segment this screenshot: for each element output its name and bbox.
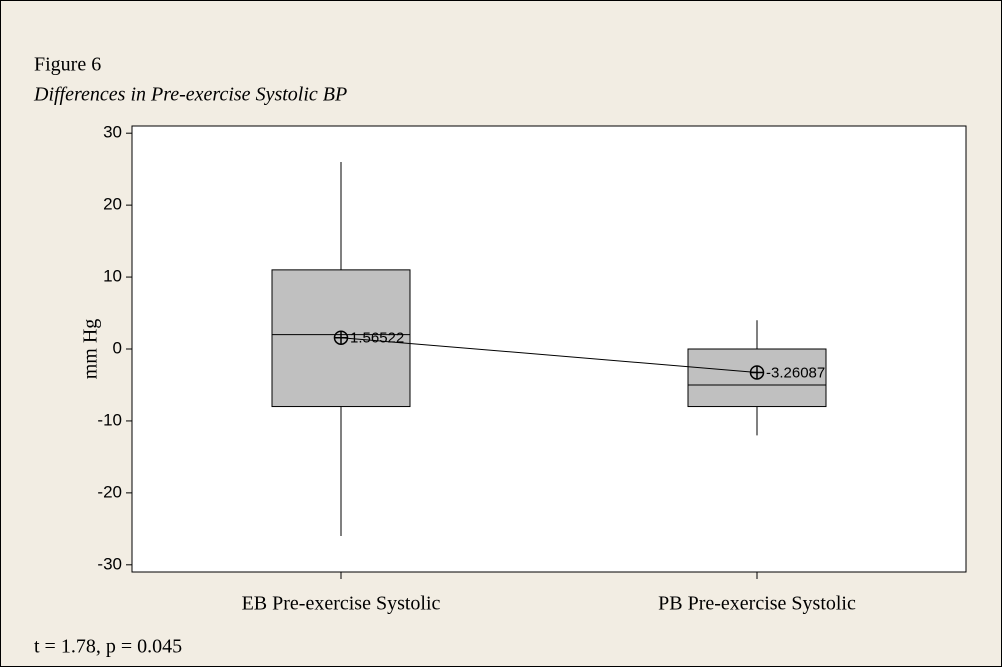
mean-line (340, 337, 758, 373)
y-tick-label: -10 (97, 410, 122, 429)
note: t = 1.78, p = 0.045 (34, 636, 182, 658)
y-tick-label: 30 (103, 123, 122, 142)
mean-cross (334, 331, 348, 345)
mean-cross (750, 365, 764, 379)
y-tick-label: 20 (103, 195, 122, 214)
mean-label: 1.56522 (350, 330, 404, 347)
y-tick-label: 0 (113, 338, 122, 357)
x-tick-label: EB Pre-exercise Systolic (242, 593, 441, 615)
y-tick-label: -20 (97, 482, 122, 501)
plot-area (131, 125, 967, 573)
mean-label: -3.26087 (766, 364, 825, 381)
figure-label: Figure 6 (34, 54, 101, 76)
chart-title: Differences in Pre-exercise Systolic BP (33, 84, 347, 106)
y-axis-label: mm Hg (80, 319, 102, 380)
x-tick-label: PB Pre-exercise Systolic (658, 593, 856, 615)
y-tick-label: -30 (97, 554, 122, 573)
y-tick-label: 10 (103, 267, 122, 286)
